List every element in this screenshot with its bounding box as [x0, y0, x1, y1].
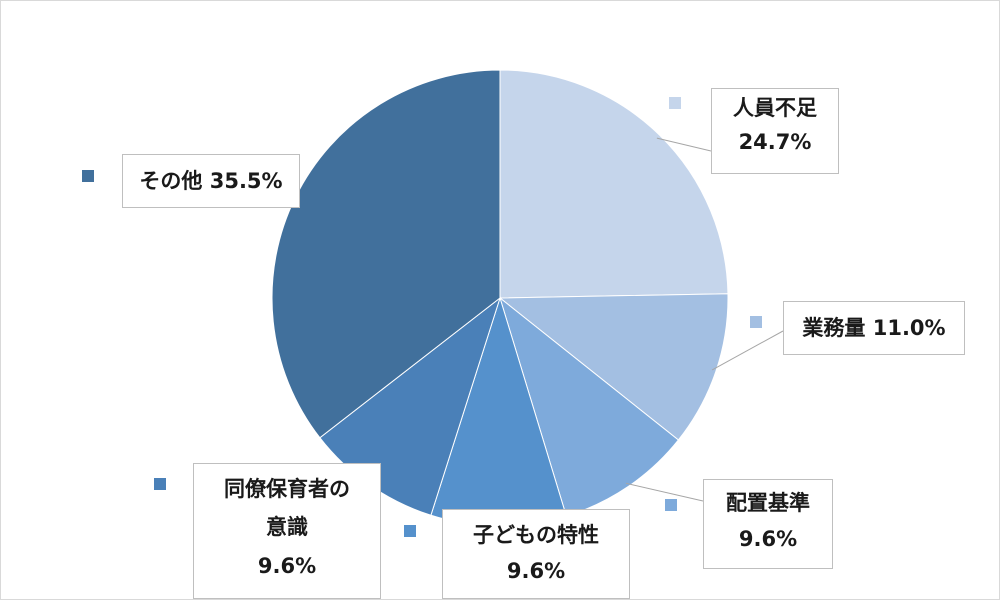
- data-label-line: 同僚保育者の: [224, 477, 350, 501]
- data-label-同僚保育者の意識: 同僚保育者の 意識 9.6%: [193, 463, 381, 599]
- data-label-line: 24.7%: [738, 130, 812, 155]
- data-label-line: その他 35.5%: [139, 169, 283, 193]
- data-label-配置基準: 配置基準 9.6%: [703, 479, 833, 569]
- data-label-line: 9.6%: [738, 527, 798, 552]
- data-label-line: 9.6%: [257, 553, 317, 578]
- data-label-その他: その他 35.5%: [122, 154, 300, 208]
- data-label-line: 意識: [266, 515, 308, 540]
- data-label-line: 子どもの特性: [473, 523, 599, 547]
- data-label-子どもの特性: 子どもの特性 9.6%: [442, 509, 630, 599]
- pie-slice-業務量: [498, 293, 729, 441]
- data-label-line: 配置基準: [726, 491, 810, 515]
- legend-marker-同僚保育者の意識: [154, 478, 166, 490]
- legend-marker-その他: [82, 170, 94, 182]
- data-label-line: 人員不足: [733, 96, 817, 120]
- data-label-line: 業務量 11.0%: [802, 316, 946, 340]
- data-label-業務量: 業務量 11.0%: [783, 301, 965, 355]
- leader-line-人員不足: [656, 137, 712, 152]
- legend-marker-子どもの特性: [404, 525, 416, 537]
- legend-marker-人員不足: [669, 97, 681, 109]
- leader-line-配置基準: [625, 482, 704, 502]
- leader-line-業務量: [711, 330, 784, 371]
- legend-marker-配置基準: [665, 499, 677, 511]
- data-label-line: 9.6%: [506, 559, 566, 584]
- data-label-人員不足: 人員不足 24.7%: [711, 88, 839, 174]
- pie-slice-人員不足: [499, 69, 729, 299]
- legend-marker-業務量: [750, 316, 762, 328]
